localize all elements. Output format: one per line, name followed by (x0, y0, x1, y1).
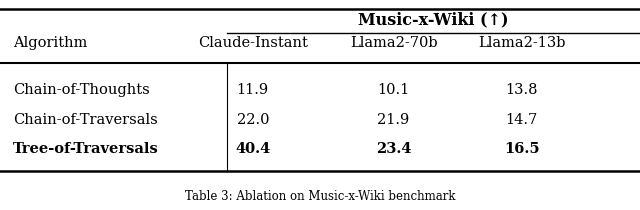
Text: 14.7: 14.7 (506, 113, 538, 127)
Text: Tree-of-Traversals: Tree-of-Traversals (13, 142, 159, 156)
Text: Chain-of-Thoughts: Chain-of-Thoughts (13, 83, 150, 97)
Text: Chain-of-Traversals: Chain-of-Traversals (13, 113, 157, 127)
Text: 13.8: 13.8 (506, 83, 538, 97)
Text: 23.4: 23.4 (376, 142, 412, 156)
Text: Llama2-70b: Llama2-70b (350, 36, 437, 50)
Text: Table 3: Ablation on Music-x-Wiki benchmark: Table 3: Ablation on Music-x-Wiki benchm… (185, 190, 455, 203)
Text: Algorithm: Algorithm (13, 36, 87, 50)
Text: Llama2-13b: Llama2-13b (478, 36, 565, 50)
Text: 16.5: 16.5 (504, 142, 540, 156)
Text: 11.9: 11.9 (237, 83, 269, 97)
Text: 10.1: 10.1 (378, 83, 410, 97)
Text: Music-x-Wiki (↑): Music-x-Wiki (↑) (358, 12, 509, 28)
Text: 22.0: 22.0 (237, 113, 269, 127)
Text: Claude-Instant: Claude-Instant (198, 36, 308, 50)
Text: 40.4: 40.4 (235, 142, 271, 156)
Text: 21.9: 21.9 (378, 113, 410, 127)
